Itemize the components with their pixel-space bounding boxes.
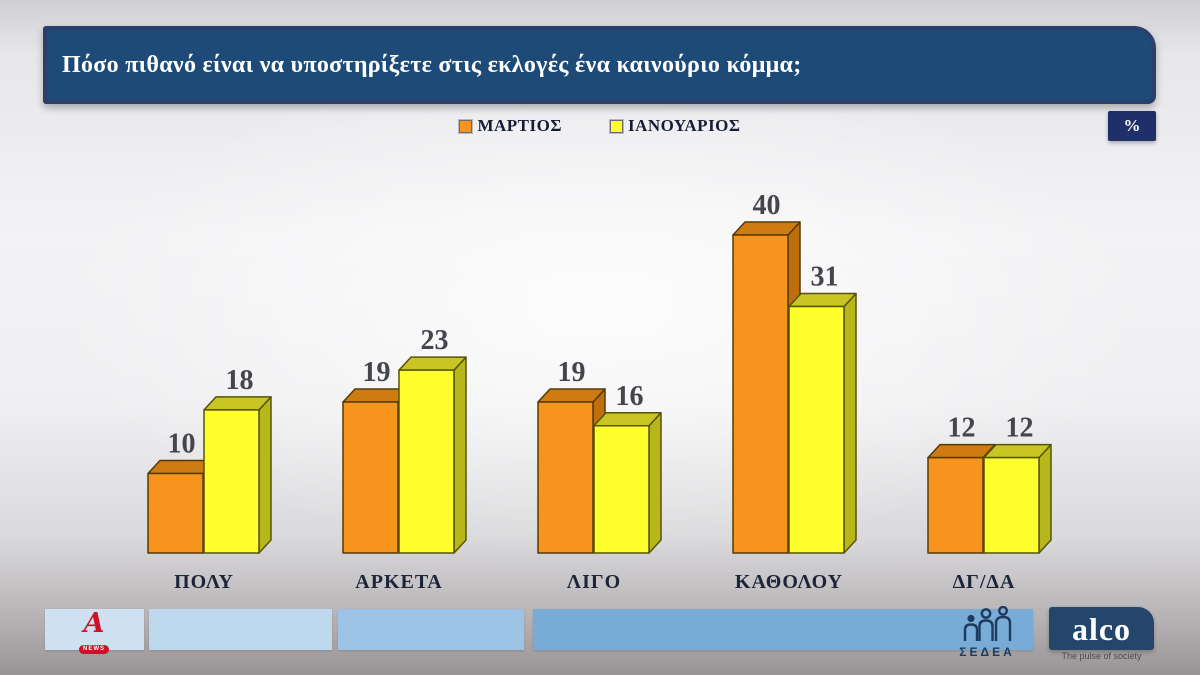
bar-series1-cat2: [593, 412, 662, 554]
footer-block-3: [338, 609, 524, 650]
page-title: Πόσο πιθανό είναι να υποστηρίξετε στις ε…: [62, 51, 802, 78]
value-label-series0-cat4: 12: [948, 413, 976, 444]
legend-label-ianouarios: ΙΑΝΟΥΑΡΙΟΣ: [627, 116, 741, 135]
category-label-0: ΠΟΛΥ: [174, 571, 234, 593]
footer-block-1: [45, 609, 144, 650]
alco-name: alco: [1071, 610, 1132, 647]
value-label-series1-cat1: 23: [421, 325, 449, 356]
bar-series1-cat1: [398, 356, 467, 554]
footer-block-2: [149, 609, 332, 650]
alco-logo: alco: [1049, 607, 1154, 650]
chart-legend: ΜΑΡΤΙΟΣ ΙΑΝΟΥΑΡΙΟΣ: [0, 116, 1200, 136]
bar-series1-cat4: [983, 443, 1052, 554]
footer-block-4: [533, 609, 1033, 650]
value-label-series1-cat4: 12: [1006, 413, 1034, 444]
value-label-series0-cat1: 19: [363, 357, 391, 388]
bar-series1-cat0: [203, 396, 272, 554]
legend-item-ianouarios: ΙΑΝΟΥΑΡΙΟΣ: [608, 116, 741, 136]
sedea-logo: ΣΕΔΕΑ: [952, 605, 1022, 659]
alpha-letter: A: [83, 608, 105, 639]
alco-tagline: The pulse of society: [1061, 651, 1142, 661]
category-label-3: ΚΑΘΟΛΟΥ: [735, 571, 843, 593]
alpha-news-badge: NEWS: [79, 645, 109, 654]
value-label-series1-cat2: 16: [616, 381, 644, 412]
percent-unit-badge: %: [1108, 111, 1156, 141]
category-label-2: ΛΙΓΟ: [567, 571, 621, 593]
legend-label-martios: ΜΑΡΤΙΟΣ: [477, 116, 562, 135]
alpha-news-logo: A NEWS: [78, 608, 110, 654]
title-bar: Πόσο πιθανό είναι να υποστηρίξετε στις ε…: [43, 26, 1156, 104]
category-label-1: ΑΡΚΕΤΑ: [355, 571, 442, 593]
footer-strip: [0, 608, 1200, 652]
legend-swatch-ianouarios: [608, 118, 624, 134]
sedea-people-icon: [963, 605, 1012, 641]
category-label-4: ΔΓ/ΔΑ: [953, 571, 1016, 593]
legend-swatch-martios: [458, 118, 474, 134]
sedea-label: ΣΕΔΕΑ: [959, 645, 1015, 659]
value-label-series0-cat2: 19: [558, 357, 586, 388]
legend-item-martios: ΜΑΡΤΙΟΣ: [458, 116, 562, 136]
value-label-series1-cat0: 18: [226, 365, 254, 396]
value-label-series0-cat3: 40: [753, 190, 781, 221]
value-label-series0-cat0: 10: [168, 429, 196, 460]
value-label-series1-cat3: 31: [811, 262, 839, 293]
bar-series1-cat3: [788, 292, 857, 554]
